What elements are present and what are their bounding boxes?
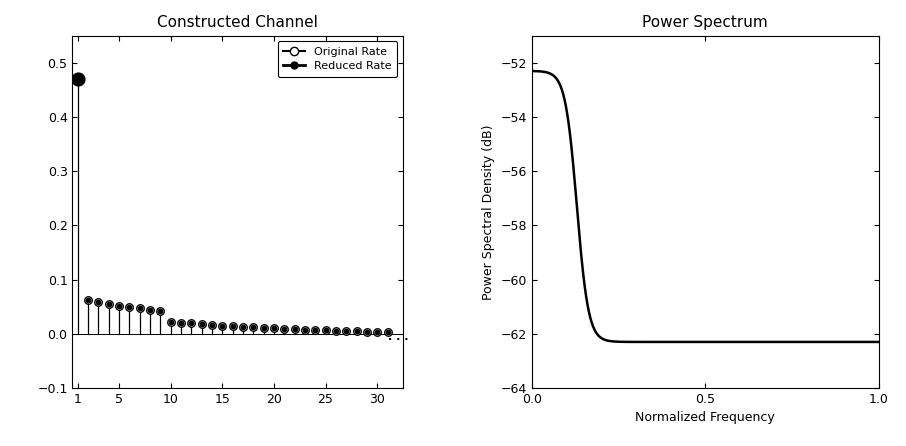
- Title: Power Spectrum: Power Spectrum: [642, 15, 768, 30]
- X-axis label: Normalized Frequency: Normalized Frequency: [635, 412, 776, 425]
- Title: Constructed Channel: Constructed Channel: [158, 15, 318, 30]
- Text: . . .: . . .: [388, 331, 408, 342]
- Legend: Original Rate, Reduced Rate: Original Rate, Reduced Rate: [277, 41, 398, 77]
- Y-axis label: Power Spectral Density (dB): Power Spectral Density (dB): [482, 124, 495, 300]
